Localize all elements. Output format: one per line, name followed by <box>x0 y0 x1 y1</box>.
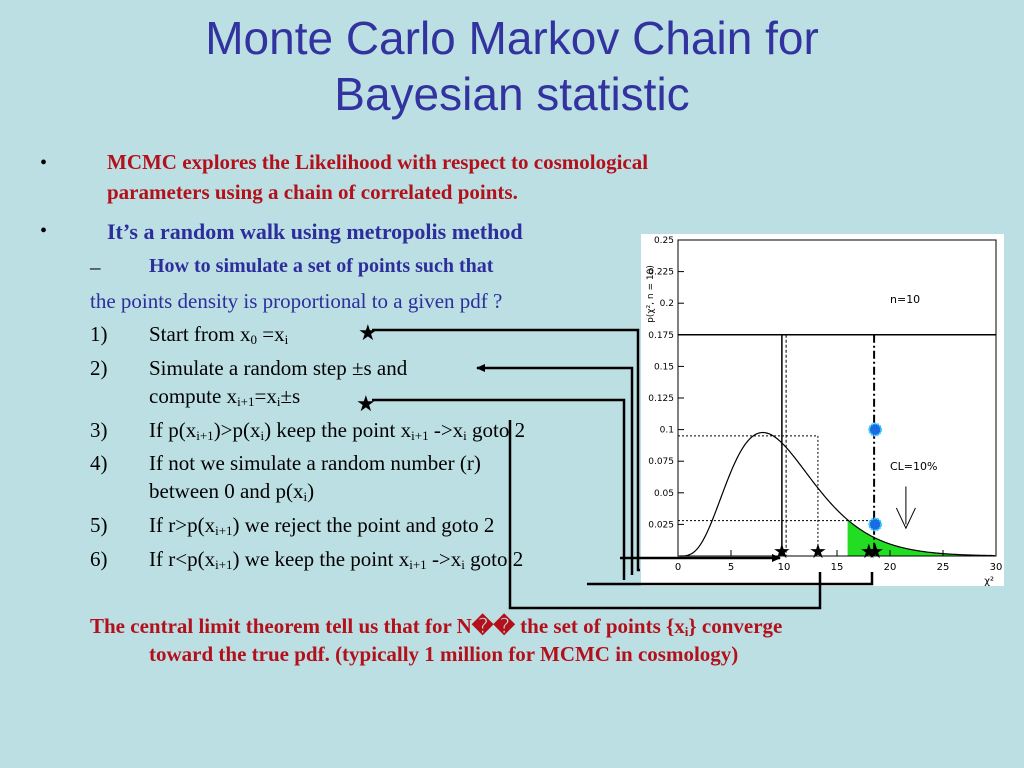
y-tick-label: 0.025 <box>648 520 674 530</box>
star-step1: ★ <box>358 321 378 346</box>
step-2-number: 2) <box>90 356 108 380</box>
plot-frame <box>677 239 997 557</box>
sub-bullet-continuation: the points density is proportional to a … <box>90 289 503 313</box>
annotation-n: n=10 <box>890 293 920 306</box>
y-tick-label: 0.075 <box>648 457 674 467</box>
bullet-1-line-1: MCMC explores the Likelihood with respec… <box>107 150 649 174</box>
step-5-text: If r>p(xi+1) we reject the point and got… <box>149 513 495 538</box>
x-tick-label: 5 <box>728 562 734 573</box>
sample-star: ★ <box>773 539 791 563</box>
x-tick-label: 0 <box>675 562 681 573</box>
step-5-number: 5) <box>90 513 108 537</box>
shaded-tail-area <box>847 519 996 556</box>
cl-arrow <box>895 486 916 530</box>
x-tick-label: 20 <box>884 562 897 573</box>
sub-bullet-text: How to simulate a set of points such tha… <box>149 255 494 277</box>
y-tick-label: 0.225 <box>648 268 674 278</box>
title-line-2: Bayesian statistic <box>334 68 690 120</box>
y-tick-label: 0.05 <box>654 489 674 499</box>
step-6-number: 6) <box>90 547 108 571</box>
x-tick-label: 15 <box>831 562 844 573</box>
step-2-line-1: Simulate a random step ±s and <box>149 356 408 380</box>
burst-marker <box>868 422 883 437</box>
bullet-2-line-1: It’s a random walk using metropolis meth… <box>107 219 523 244</box>
bullet-1-line-2: parameters using a chain of correlated p… <box>107 180 518 204</box>
bullet-marker-1: • <box>40 152 48 174</box>
sample-star: ★ <box>860 539 878 563</box>
conclusion-line-2: toward the true pdf. (typically 1 millio… <box>149 642 739 666</box>
sample-star: ★ <box>809 539 827 563</box>
step-3-number: 3) <box>90 418 108 442</box>
x-axis-label: χ² <box>984 576 994 586</box>
annotation-cl: CL=10% <box>890 460 937 473</box>
y-tick-label: 0.1 <box>660 426 674 436</box>
step-3-text: If p(xi+1)>p(xi) keep the point xi+1 ->x… <box>149 418 526 443</box>
y-tick-label: 0.125 <box>648 394 674 404</box>
sub-bullet-dash: – <box>90 255 101 279</box>
step-1-number: 1) <box>90 322 108 346</box>
step-4-line-1: If not we simulate a random number (r) <box>149 451 481 475</box>
x-tick-label: 10 <box>778 562 791 573</box>
step-2-line-2: compute xi+1=xi±s <box>149 384 301 409</box>
chi-square-curve <box>680 431 995 557</box>
y-tick-label: 0.175 <box>648 331 674 341</box>
arrow-into-step2-top <box>476 364 634 575</box>
title-line-1: Monte Carlo Markov Chain for <box>205 12 819 64</box>
step-4-number: 4) <box>90 451 108 475</box>
conclusion-line-1: The central limit theorem tell us that f… <box>90 614 783 639</box>
y-tick-label: 0.15 <box>654 362 674 372</box>
bullet-marker-2: • <box>40 220 48 242</box>
y-axis-label: p(χ², n = 10) <box>646 265 656 323</box>
step-4-line-2: between 0 and p(xi) <box>149 479 315 504</box>
x-tick-label: 30 <box>990 562 1003 573</box>
step-1-text: Start from x0 =xi <box>149 322 289 347</box>
burst-marker <box>868 517 883 532</box>
y-tick-label: 0.2 <box>660 299 674 309</box>
step-6-text: If r<p(xi+1) we keep the point xi+1 ->xi… <box>149 547 524 572</box>
slide-title: Monte Carlo Markov Chain for Bayesian st… <box>0 10 1024 122</box>
sample-star: ★ <box>866 539 884 563</box>
star-step2: ★ <box>356 392 376 417</box>
x-tick-label: 25 <box>937 562 950 573</box>
y-tick-label: 0.25 <box>654 236 674 246</box>
chi-square-plot: 0 5 10 15 20 25 30 0.025 0.05 0.075 0.1 0.125 0.15 0.… <box>641 234 1004 586</box>
